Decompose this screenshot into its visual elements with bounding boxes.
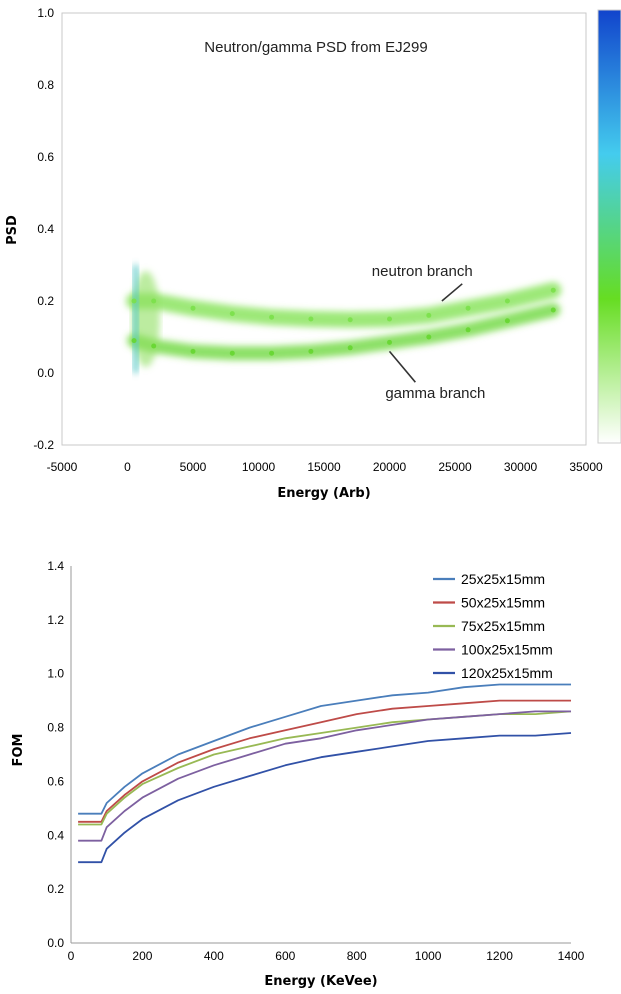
neutron-point — [550, 287, 556, 293]
gamma-point — [387, 339, 392, 345]
gamma-band — [127, 303, 561, 361]
legend-label: 100x25x15mm — [461, 642, 553, 658]
psd-x-tick: 30000 — [504, 460, 538, 474]
gamma-point — [131, 338, 137, 344]
fom-x-axis-title: Energy (KeVee) — [264, 974, 377, 989]
fom-y-tick: 0.4 — [47, 828, 64, 842]
psd-x-axis-title: Energy (Arb) — [277, 486, 370, 501]
psd-x-tick-labels: -5000 0 5000 10000 15000 20000 25000 30000 35000 — [47, 460, 603, 474]
gamma-point — [504, 318, 510, 324]
low-energy-strip — [132, 265, 139, 373]
gamma-point — [269, 350, 275, 356]
fom-x-tick-labels: 0 200 400 600 800 1000 1200 1400 — [68, 949, 585, 963]
psd-colorbar — [597, 9, 621, 444]
gamma-point — [347, 345, 353, 351]
gamma-point — [151, 343, 157, 349]
fom-legend: 25x25x15mm 50x25x15mm 75x25x15mm 100x25x15m… — [433, 571, 553, 681]
psd-plot-area — [61, 12, 587, 446]
legend-label: 75x25x15mm — [461, 618, 545, 634]
psd-annotations: neutron branch gamma branch — [372, 263, 486, 402]
fom-series-lines — [78, 683, 572, 864]
annotation-arrow — [441, 283, 463, 302]
psd-y-tick-labels: -0.2 0.0 0.2 0.4 0.6 0.8 1.0 — [33, 6, 54, 452]
low-energy-blob — [131, 271, 160, 367]
fom-x-tick: 1000 — [415, 949, 442, 963]
neutron-point — [229, 311, 235, 317]
neutron-point — [151, 298, 157, 304]
legend-label: 120x25x15mm — [461, 665, 553, 681]
fom-chart: 0 200 400 600 800 1000 1200 1400 0.00.20.40.60.… — [11, 559, 585, 989]
psd-chart-title: Neutron/gamma PSD from EJ299 — [204, 39, 427, 56]
neutron-point — [504, 298, 510, 304]
psd-y-tick: 1.0 — [37, 6, 54, 20]
fom-x-tick: 400 — [204, 949, 224, 963]
fom-x-tick: 800 — [347, 949, 367, 963]
fom-series-line — [78, 710, 571, 842]
annotation-label: gamma branch — [385, 385, 485, 402]
neutron-point — [465, 305, 471, 311]
neutron-point — [269, 314, 275, 320]
psd-y-tick: 0.4 — [37, 222, 54, 236]
psd-chart: Neutron/gamma PSD from EJ299 -5000 0 5000 1… — [5, 6, 621, 501]
fom-x-tick: 1400 — [558, 949, 585, 963]
psd-y-tick: -0.2 — [33, 438, 54, 452]
fom-y-tick: 1.2 — [47, 613, 64, 627]
fom-y-tick: 0.6 — [47, 774, 64, 788]
fom-y-tick: 0.8 — [47, 721, 64, 735]
gamma-point — [465, 327, 471, 333]
fom-x-tick: 0 — [68, 949, 75, 963]
psd-x-tick: 5000 — [180, 460, 207, 474]
neutron-point — [426, 312, 432, 318]
gamma-point — [190, 348, 196, 354]
psd-x-tick: 10000 — [242, 460, 276, 474]
neutron-point — [387, 316, 392, 322]
fom-x-tick: 600 — [275, 949, 295, 963]
legend-label: 50x25x15mm — [461, 595, 545, 611]
gamma-point — [426, 334, 432, 340]
fom-y-tick: 1.0 — [47, 667, 64, 681]
psd-x-tick: 20000 — [373, 460, 407, 474]
fom-y-tick: 0.0 — [47, 936, 64, 950]
neutron-point — [308, 316, 314, 322]
gamma-point — [229, 350, 235, 356]
psd-y-tick: 0.0 — [37, 366, 54, 380]
fom-series-line — [78, 683, 571, 815]
neutron-band — [126, 282, 562, 328]
psd-density-bands — [126, 265, 562, 373]
fom-y-tick: 1.4 — [47, 559, 64, 573]
gamma-point — [550, 307, 556, 313]
fom-y-tick: 0.2 — [47, 882, 64, 896]
psd-y-tick: 0.6 — [37, 150, 54, 164]
annotation-label: neutron branch — [372, 263, 473, 280]
neutron-point — [131, 298, 137, 304]
psd-y-tick: 0.8 — [37, 78, 54, 92]
psd-x-tick: 35000 — [569, 460, 603, 474]
annotation-arrow — [388, 350, 416, 383]
neutron-point — [190, 305, 196, 311]
gamma-point — [308, 348, 314, 354]
legend-label: 25x25x15mm — [461, 571, 545, 587]
psd-marks — [131, 287, 556, 356]
fom-y-axis-title: FOM — [11, 734, 26, 767]
psd-y-axis-title: PSD — [5, 215, 20, 245]
psd-x-tick: 15000 — [307, 460, 341, 474]
fom-x-tick: 1200 — [486, 949, 513, 963]
fom-x-tick: 200 — [132, 949, 152, 963]
fom-y-tick-labels: 0.0 0.2 0.4 0.6 0.8 1.0 1.2 1.4 — [47, 559, 64, 950]
psd-y-tick: 0.2 — [37, 294, 54, 308]
fom-series-line — [78, 699, 571, 823]
neutron-point — [347, 317, 353, 323]
fom-series-line — [78, 732, 572, 864]
psd-x-tick: 0 — [124, 460, 131, 474]
psd-x-tick: 25000 — [438, 460, 472, 474]
psd-x-tick: -5000 — [47, 460, 78, 474]
